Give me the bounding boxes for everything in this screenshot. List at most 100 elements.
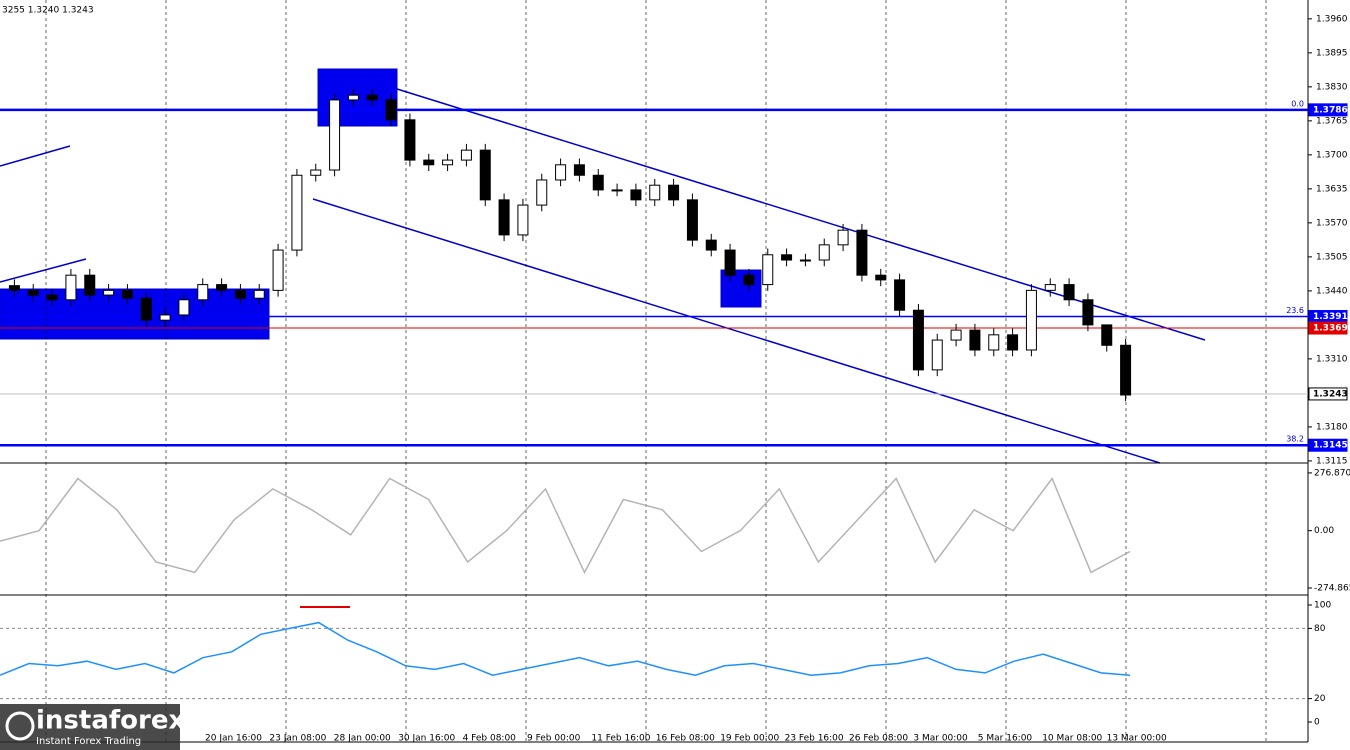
candle-body <box>1120 344 1132 396</box>
candle-body <box>291 174 303 251</box>
candle-body <box>894 279 906 311</box>
fib-label: 38.2 <box>1286 435 1304 444</box>
candle-body <box>818 244 830 261</box>
candle-body <box>460 149 472 161</box>
candle-body <box>65 274 77 301</box>
price-box-label: 1.3145 <box>1313 441 1348 451</box>
y-tick-label: 1.3635 <box>1316 184 1348 194</box>
price-box-label: 1.3391 <box>1313 312 1348 322</box>
candle-body <box>178 299 190 316</box>
candle-body <box>8 285 20 291</box>
x-tick-label: 16 Feb 08:00 <box>656 734 715 744</box>
y-tick-label: 1.3440 <box>1316 286 1348 296</box>
candle-body <box>234 289 246 299</box>
zone <box>0 288 270 340</box>
x-tick-label: 19 Feb 00:00 <box>720 734 779 744</box>
x-tick-label: 28 Jan 00:00 <box>334 734 391 744</box>
candle-body <box>347 94 359 101</box>
candle-body <box>912 309 924 371</box>
indicator-line <box>0 476 1131 575</box>
candle-body <box>762 254 774 286</box>
y-tick-label: 1.3180 <box>1316 422 1348 432</box>
candle-body <box>630 189 642 201</box>
x-tick-label: 20 Jan 16:00 <box>205 734 262 744</box>
candle-body <box>1101 324 1113 346</box>
candle-body <box>272 249 284 291</box>
candle-body <box>84 274 96 296</box>
indicator-line <box>0 621 1131 676</box>
y-tick-label: 0.00 <box>1314 526 1334 536</box>
zone <box>720 269 762 308</box>
price-box <box>1308 387 1348 401</box>
candle-body <box>103 289 115 296</box>
candle-body <box>969 329 981 351</box>
price-box-label: 1.3243 <box>1313 389 1348 399</box>
x-tick-label: 13 Mar 00:00 <box>1107 734 1167 744</box>
candle-body <box>988 334 1000 351</box>
candle-body <box>121 289 133 299</box>
x-tick-label: 26 Feb 08:00 <box>849 734 908 744</box>
candle-body <box>875 274 887 281</box>
candle-body <box>611 189 623 192</box>
x-tick-label: 3 Mar 00:00 <box>913 734 968 744</box>
candle-body <box>781 254 793 261</box>
candle-body <box>216 284 228 291</box>
candle-body <box>423 159 435 166</box>
candle-body <box>197 284 209 301</box>
x-tick-label: 4 Feb 08:00 <box>463 734 517 744</box>
candle-body <box>479 149 491 201</box>
candle-body <box>705 239 717 251</box>
candle-body <box>329 99 341 171</box>
price-box-label: 1.3786 <box>1313 105 1348 115</box>
x-tick-label: 23 Jan 08:00 <box>269 734 326 744</box>
candle-body <box>573 164 585 176</box>
candle-body <box>159 314 171 321</box>
candle-body <box>743 274 755 286</box>
x-tick-label: 10 Mar 08:00 <box>1042 734 1102 744</box>
candle-body <box>686 199 698 241</box>
y-tick-label: 1.3310 <box>1316 354 1348 364</box>
fib-label: 0.0 <box>1291 99 1304 108</box>
candle-body <box>253 289 265 299</box>
y-tick-label: 80 <box>1314 624 1326 634</box>
candle-body <box>404 119 416 161</box>
watermark-tagline: Instant Forex Trading <box>36 736 141 747</box>
candle-body <box>1082 299 1094 326</box>
candle-body <box>931 339 943 371</box>
fib-label: 23.6 <box>1286 306 1304 315</box>
x-tick-label: 11 Feb 16:00 <box>591 734 650 744</box>
watermark-logo <box>5 711 35 741</box>
candle-body <box>517 204 529 236</box>
candle-body <box>536 179 548 206</box>
y-tick-label: 276.8704 <box>1314 468 1350 478</box>
y-tick-label: 20 <box>1314 694 1326 704</box>
candle-body <box>668 184 680 201</box>
candle-body <box>555 164 567 181</box>
candle-body <box>1025 289 1037 351</box>
channel-lower <box>312 198 1161 464</box>
candle-body <box>592 174 604 191</box>
candle-body <box>1063 284 1075 301</box>
y-tick-label: 0 <box>1314 717 1320 727</box>
trendline <box>0 145 71 167</box>
candle-body <box>950 329 962 341</box>
y-tick-label: 1.3960 <box>1316 14 1348 24</box>
candle-body <box>310 169 322 176</box>
x-tick-label: 23 Feb 16:00 <box>785 734 844 744</box>
y-tick-label: 1.3115 <box>1316 456 1348 466</box>
price-box <box>1308 321 1348 335</box>
candle-body <box>649 184 661 201</box>
candle-body <box>46 294 58 301</box>
header: 3255 1.3240 1.3243 <box>2 6 94 16</box>
trendline <box>0 258 87 283</box>
candle-body <box>140 297 152 321</box>
candle-body <box>799 259 811 262</box>
price-box-label: 1.3369 <box>1313 324 1348 334</box>
candle-body <box>366 94 378 101</box>
candle-body <box>856 229 868 276</box>
candle-body <box>1044 284 1056 291</box>
candle-body <box>1007 334 1019 351</box>
y-tick-label: 1.3765 <box>1316 116 1348 126</box>
